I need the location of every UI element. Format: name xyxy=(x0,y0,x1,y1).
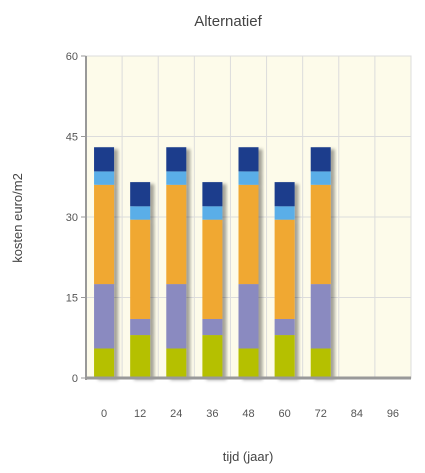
x-tick-label: 0 xyxy=(101,408,107,420)
x-tick-label: 96 xyxy=(387,408,399,420)
bar-segment xyxy=(202,318,223,336)
bar-segment xyxy=(166,147,187,172)
x-tick-label: 24 xyxy=(170,408,182,420)
bar-stack xyxy=(202,182,223,378)
bar-segment xyxy=(94,184,115,285)
bar-segment xyxy=(310,284,331,349)
bar-segment xyxy=(166,171,187,185)
y-tick-label: 0 xyxy=(72,373,78,385)
bar-segment xyxy=(94,147,115,172)
bar-segment xyxy=(202,219,223,319)
bar-segment xyxy=(238,147,259,172)
bar-segment xyxy=(130,182,151,207)
bar-segment xyxy=(310,147,331,172)
x-tick-label: 60 xyxy=(278,408,290,420)
y-axis-title: kosten euro/m2 xyxy=(10,173,25,263)
x-tick-label: 12 xyxy=(134,408,146,420)
bar-segment xyxy=(310,184,331,285)
bar-segment xyxy=(274,219,295,319)
bar-segment xyxy=(310,348,331,378)
bar-segment xyxy=(166,284,187,349)
x-tick-label: 72 xyxy=(315,408,327,420)
bar-segment xyxy=(130,318,151,336)
chart-title: Alternatief xyxy=(194,13,262,30)
x-tick-label: 48 xyxy=(242,408,254,420)
y-tick-label: 60 xyxy=(66,51,78,63)
bar-segment xyxy=(274,182,295,207)
bar-segment xyxy=(274,318,295,336)
bar-segment xyxy=(130,219,151,319)
bar-segment xyxy=(94,171,115,185)
bar-stack xyxy=(274,182,295,378)
bar-segment xyxy=(202,182,223,207)
bar-segment xyxy=(166,184,187,285)
y-tick-label: 45 xyxy=(66,132,78,144)
bar-segment xyxy=(202,206,223,220)
x-tick-label: 36 xyxy=(206,408,218,420)
x-tick-label: 84 xyxy=(351,408,363,420)
bar-segment xyxy=(238,284,259,349)
bar-segment xyxy=(130,335,151,378)
bar-segment xyxy=(310,171,331,185)
bar-stack xyxy=(238,147,259,378)
bar-stack xyxy=(310,147,331,378)
bar-stack xyxy=(166,147,187,378)
bar-segment xyxy=(94,348,115,378)
y-tick-label: 30 xyxy=(66,212,78,224)
bar-segment xyxy=(94,284,115,349)
plot-area: 0 15 30 45 60 0 12 24 36 48 60 72 84 96 xyxy=(66,51,412,420)
bar-segment xyxy=(274,335,295,378)
bar-segment xyxy=(274,206,295,220)
y-tick-label: 15 xyxy=(66,293,78,305)
bar-segment xyxy=(202,335,223,378)
bar-segment xyxy=(238,184,259,285)
bar-segment xyxy=(238,348,259,378)
bar-stack xyxy=(130,182,151,378)
bar-segment xyxy=(238,171,259,185)
bar-stack xyxy=(94,147,115,378)
bar-segment xyxy=(166,348,187,378)
bar-segment xyxy=(130,206,151,220)
x-axis-title: tijd (jaar) xyxy=(223,449,274,464)
